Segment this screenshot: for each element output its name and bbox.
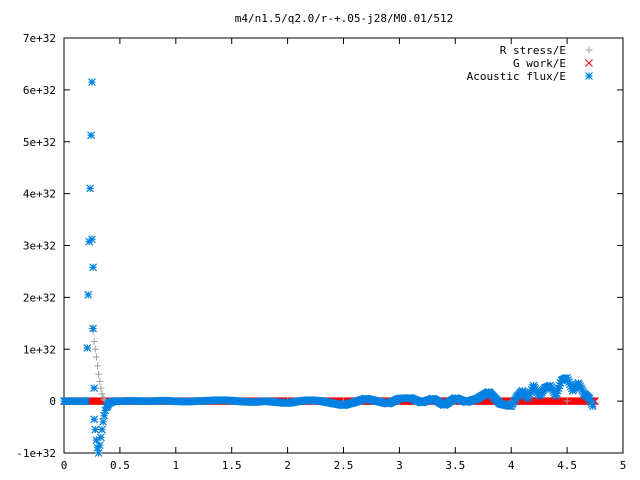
acoustic-flux-point [84, 290, 93, 299]
x-tick-label: 3.5 [445, 459, 465, 472]
legend-marker [585, 72, 593, 80]
legend-label: G work/E [513, 57, 566, 70]
x-tick-label: 2 [284, 459, 291, 472]
r-stress-point [96, 377, 104, 385]
r-stress-point [563, 397, 571, 405]
legend-label: R stress/E [500, 44, 566, 57]
acoustic-flux-point [98, 425, 106, 434]
x-tick-label: 3 [396, 459, 403, 472]
y-tick-label: 5e+32 [23, 136, 56, 149]
r-stress-point [95, 370, 103, 378]
acoustic-flux-point [588, 402, 597, 411]
chart-title: m4/n1.5/q2.0/r-+.05-j28/M0.01/512 [235, 12, 454, 25]
acoustic-flux-point [89, 324, 97, 333]
legend-label: Acoustic flux/E [467, 70, 566, 83]
x-tick-label: 1 [172, 459, 179, 472]
r-stress-point [97, 384, 105, 392]
y-tick-label: 0 [49, 395, 56, 408]
r-stress-point [91, 345, 99, 353]
x-tick-label: 0.5 [110, 459, 130, 472]
acoustic-flux-point [86, 184, 95, 193]
x-tick-label: 2.5 [334, 459, 354, 472]
r-stress-point [92, 353, 100, 361]
x-tick-label: 4.5 [557, 459, 577, 472]
x-tick-label: 0 [61, 459, 68, 472]
y-tick-label: 3e+32 [23, 240, 56, 253]
acoustic-flux-point [89, 263, 97, 272]
y-tick-label: 6e+32 [23, 84, 56, 97]
y-tick-label: 7e+32 [23, 32, 56, 45]
x-tick-label: 4 [508, 459, 515, 472]
acoustic-flux-point [91, 425, 100, 434]
series-layer [60, 78, 599, 457]
y-tick-label: -1e+32 [16, 447, 56, 460]
r-stress-point [94, 362, 102, 370]
acoustic-flux-point [87, 131, 95, 140]
series-acoustic-flux [60, 78, 597, 457]
acoustic-flux-point [83, 344, 92, 352]
legend-marker [585, 46, 593, 54]
x-axis: 0 0.5 1 1.5 2 2.5 3 3.5 4 4.5 5 [61, 38, 627, 472]
acoustic-flux-point [88, 78, 96, 87]
y-tick-label: 4e+32 [23, 188, 56, 201]
y-tick-label: 2e+32 [23, 291, 56, 304]
legend-marker [585, 59, 593, 67]
acoustic-flux-point [90, 384, 99, 393]
acoustic-flux-point [90, 415, 99, 424]
acoustic-flux-point [99, 417, 108, 426]
r-stress-point [98, 390, 106, 398]
acoustic-flux-point [94, 449, 103, 457]
y-axis: -1e+32 0 1e+32 2e+32 3e+32 4e+32 5e+32 6e+32 7e+… [16, 32, 623, 460]
acoustic-flux-point [88, 235, 96, 244]
acoustic-flux-point [96, 433, 105, 442]
x-tick-label: 1.5 [222, 459, 242, 472]
x-tick-label: 5 [620, 459, 627, 472]
acoustic-flux-point [95, 441, 104, 450]
r-stress-point [90, 337, 98, 345]
acoustic-flux-point [82, 397, 91, 406]
y-tick-label: 1e+32 [23, 343, 56, 356]
